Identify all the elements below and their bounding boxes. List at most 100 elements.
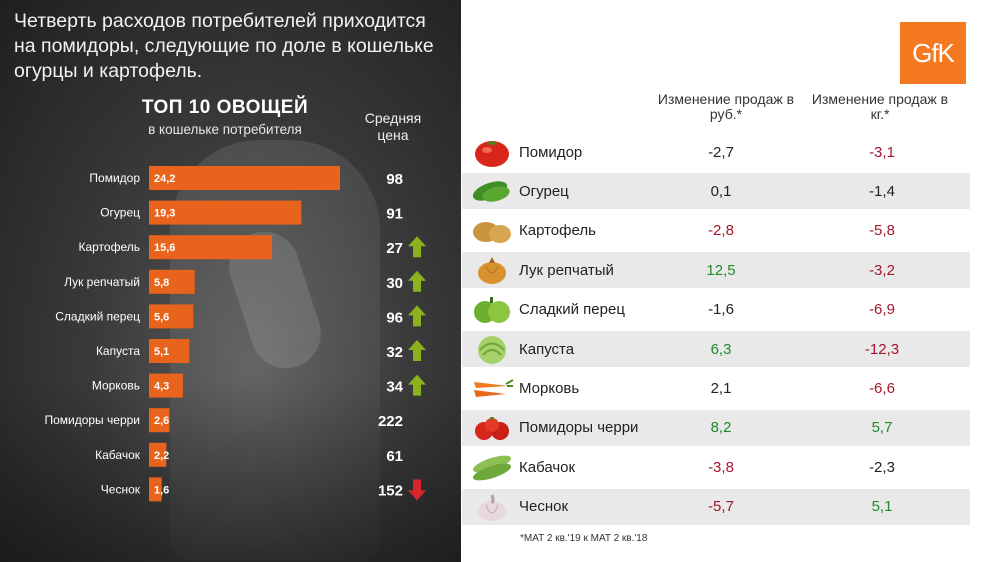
value-label: 19,3 <box>154 208 175 220</box>
rub-change-value: 6,3 <box>710 340 732 358</box>
potato-icon <box>470 215 514 247</box>
category-label: Сладкий перец <box>55 309 140 323</box>
kg-change-value: -6,6 <box>869 379 895 397</box>
price-label: 91 <box>386 206 403 223</box>
table-row: Картофель -2,8 -5,8 <box>462 213 970 249</box>
arrow-up-icon <box>408 270 426 292</box>
kg-change-value: -5,8 <box>869 222 895 240</box>
garlic-icon <box>470 491 514 523</box>
table-row: Огурец 0,1 -1,4 <box>462 173 970 210</box>
headline: Четверть расходов потребителей приходитс… <box>14 10 434 82</box>
value-label: 2,6 <box>154 415 169 427</box>
price-label: 34 <box>386 379 403 396</box>
cabbage-icon <box>470 333 514 365</box>
price-label: 152 <box>378 482 403 499</box>
table-row: Сладкий перец -1,6 -6,9 <box>462 292 970 328</box>
category-label: Лук репчатый <box>64 275 140 289</box>
price-label: 27 <box>386 240 403 257</box>
gfk-logo: GfK <box>900 22 966 84</box>
bar <box>149 304 194 329</box>
rub-change-value: 2,1 <box>710 379 732 397</box>
bar <box>149 408 170 433</box>
arrow-up-icon <box>408 305 426 327</box>
arrow-up-icon <box>408 374 426 396</box>
value-label: 5,6 <box>154 311 169 323</box>
price-label: 222 <box>378 413 403 430</box>
footnote: *MAT 2 кв.'19 к MAT 2 кв.'18 <box>520 533 648 544</box>
header-rub-change: Изменение продаж в руб.* <box>657 91 795 122</box>
table-row: Лук репчатый 12,5 -3,2 <box>462 252 970 289</box>
zucchini-icon <box>470 451 514 483</box>
value-label: 2,2 <box>154 450 169 462</box>
value-label: 4,3 <box>154 381 169 393</box>
value-label: 15,6 <box>154 242 175 254</box>
kg-change-value: 5,1 <box>871 498 893 516</box>
arrow-up-icon <box>408 236 426 258</box>
rub-change-value: -1,6 <box>708 301 734 319</box>
vegetable-name: Сладкий перец <box>519 301 625 319</box>
tomato-icon <box>470 136 514 168</box>
bar <box>149 373 183 398</box>
bar <box>149 442 167 467</box>
value-label: 1,6 <box>154 484 169 496</box>
pepper-icon <box>470 294 514 326</box>
vegetable-name: Кабачок <box>519 458 576 476</box>
photo-shape <box>0 380 461 562</box>
vegetable-name: Капуста <box>519 340 575 358</box>
kg-change-value: 5,7 <box>871 419 893 437</box>
table-row: Чеснок -5,7 5,1 <box>462 488 970 525</box>
category-label: Огурец <box>100 206 140 220</box>
chart-subtitle: в кошельке потребителя <box>148 122 302 137</box>
bar <box>149 477 162 502</box>
table-row: Капуста 6,3 -12,3 <box>462 331 970 367</box>
kg-change-value: -3,2 <box>869 261 895 279</box>
header-kg-change: Изменение продаж в кг.* <box>811 91 949 122</box>
price-label: 32 <box>386 344 403 361</box>
category-label: Капуста <box>96 344 140 358</box>
price-label: 61 <box>386 448 403 465</box>
bar <box>149 200 302 225</box>
arrow-down-icon <box>408 479 426 501</box>
vegetable-name: Лук репчатый <box>519 261 614 279</box>
table-row: Помидор -2,7 -3,1 <box>462 134 970 170</box>
vegetable-name: Помидор <box>519 143 583 161</box>
kg-change-value: -2,3 <box>869 458 895 476</box>
table-row: Морковь 2,1 -6,6 <box>462 370 970 406</box>
bar <box>149 166 340 190</box>
category-label: Чеснок <box>101 482 141 496</box>
bar-chart: Помидор 24,2 98 Огурец 19,3 91 Картофель 15,6 27… <box>44 166 426 502</box>
arrow-up-icon <box>408 340 426 361</box>
vegetable-name: Огурец <box>519 182 569 200</box>
kg-change-value: -6,9 <box>869 301 895 319</box>
cucumber-icon <box>470 175 514 207</box>
vegetable-name: Морковь <box>519 379 580 397</box>
value-label: 5,8 <box>154 277 169 289</box>
rub-change-value: -3,8 <box>708 458 734 476</box>
price-label: 98 <box>386 171 403 188</box>
rub-change-value: -5,7 <box>708 498 734 516</box>
vegetable-name: Помидоры черри <box>519 419 639 437</box>
table-row: Кабачок -3,8 -2,3 <box>462 449 970 485</box>
price-label: 96 <box>386 309 403 326</box>
category-label: Морковь <box>92 379 140 393</box>
category-label: Помидоры черри <box>44 413 140 427</box>
category-label: Картофель <box>78 240 140 254</box>
cherry-tomato-icon <box>470 412 514 444</box>
carrot-icon <box>470 372 514 404</box>
value-label: 24,2 <box>154 173 175 185</box>
table-row: Помидоры черри 8,2 5,7 <box>462 409 970 446</box>
rub-change-value: -2,8 <box>708 222 734 240</box>
category-label: Помидор <box>89 171 140 185</box>
vegetable-name: Картофель <box>519 222 596 240</box>
rub-change-value: 12,5 <box>706 261 736 279</box>
rub-change-value: 0,1 <box>710 182 732 200</box>
vegetable-name: Чеснок <box>519 498 569 516</box>
bar <box>149 339 190 363</box>
value-label: 5,1 <box>154 346 169 358</box>
price-header: Средняя цена <box>364 110 422 143</box>
rub-change-value: 8,2 <box>710 419 732 437</box>
kg-change-value: -12,3 <box>864 340 900 358</box>
kg-change-value: -3,1 <box>869 143 895 161</box>
bar <box>149 269 195 294</box>
background-photo <box>0 0 461 562</box>
